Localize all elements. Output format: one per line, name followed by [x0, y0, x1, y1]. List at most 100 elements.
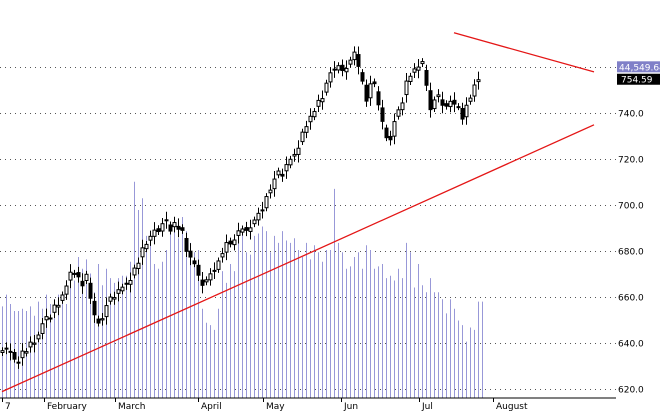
candle-body-down [228, 240, 233, 245]
candle-body-down [156, 228, 161, 233]
candle-body-up [172, 222, 177, 228]
x-label: March [118, 402, 145, 412]
candle-body-up [0, 350, 5, 354]
candle-body-up [436, 94, 441, 98]
candle-body-up [472, 84, 477, 97]
y-tick-label: 720.0 [618, 155, 644, 165]
candle-body-up [392, 121, 397, 137]
candle-body-up [276, 170, 281, 176]
candle-body-up [400, 102, 405, 111]
candle-body-down [168, 224, 173, 232]
candle-body-up [272, 178, 277, 190]
candle-body-up [412, 68, 417, 73]
candle-body-down [440, 99, 445, 106]
candle-body-up [84, 273, 89, 282]
candle-body-down [360, 72, 365, 82]
candle-body-up [292, 153, 297, 157]
candle-body-up [336, 65, 341, 71]
candle-body-up [136, 262, 141, 269]
candle-body-up [124, 282, 129, 285]
candle-body-up [300, 131, 305, 143]
candle-body-up [104, 305, 109, 318]
y-tick-label: 680.0 [618, 247, 644, 257]
candle-body-up [160, 223, 165, 232]
candle-body-up [240, 228, 245, 233]
candle-body-up [304, 126, 309, 133]
candle-body-up [128, 280, 133, 285]
candle-body-up [284, 164, 289, 172]
candle-body-down [384, 127, 389, 139]
y-axis-labels: 620.0 640.0 660.0 680.0 700.0 720.0 740.0 [618, 109, 644, 395]
candle-body-up [100, 318, 105, 321]
candle-body-up [72, 272, 77, 275]
candle-body-up [220, 253, 225, 258]
candle-body-up [204, 279, 209, 283]
trendline-resistance [453, 32, 595, 73]
price-badges: 44,549.64 754.59 [617, 61, 660, 86]
candle-body-down [452, 99, 457, 105]
candle-body-up [44, 316, 49, 321]
candle-body-up [296, 147, 301, 155]
candle-body-down [188, 250, 193, 258]
candle-body-up [148, 235, 153, 241]
candle-body-up [264, 196, 269, 209]
candle-body-up [368, 83, 373, 99]
candle-body-up [164, 219, 169, 222]
current-price-label: 754.59 [621, 76, 653, 86]
candle-body-up [268, 189, 273, 194]
y-tick-label: 700.0 [618, 201, 644, 211]
x-label: August [496, 402, 528, 412]
candle-body-up [328, 72, 333, 83]
candle-body-up [64, 285, 69, 295]
candle-body-down [184, 237, 189, 252]
candle-body-up [108, 296, 113, 302]
candle-body-up [324, 82, 329, 93]
candle-body-up [320, 98, 325, 103]
candle-body-up [316, 99, 321, 107]
candle-body-up [396, 109, 401, 117]
candle-body-down [388, 135, 393, 141]
candle-body-down [8, 350, 13, 353]
candle-body-up [332, 68, 337, 71]
candle-body-up [36, 334, 41, 340]
candle-body-down [196, 264, 201, 276]
current-price-badge [617, 73, 660, 85]
candle-body-down [244, 227, 249, 231]
candle-body-up [432, 99, 437, 110]
candle-body-up [404, 80, 409, 96]
candle-body-up [236, 230, 241, 236]
candle-body-up [232, 239, 237, 246]
x-label: April [201, 402, 222, 412]
y-tick-label: 620.0 [618, 385, 644, 395]
candle-body-up [120, 286, 125, 292]
candle-body-up [132, 267, 137, 276]
candle-body-up [140, 247, 145, 258]
x-label: Jul [421, 402, 433, 412]
candle-body-up [456, 106, 461, 109]
x-label: 7 [5, 402, 11, 412]
candle-body-up [420, 61, 425, 65]
candle-body-up [48, 317, 53, 320]
candle-body-down [376, 91, 381, 106]
candle-body-up [40, 323, 45, 334]
candle-body-up [224, 242, 229, 253]
candle-body-up [212, 269, 217, 272]
candle-body-up [152, 229, 157, 237]
candle-body-up [308, 115, 313, 123]
index-badge-label: 44,549.64 [619, 63, 660, 73]
candle-body-up [56, 304, 61, 308]
candle-body-up [20, 350, 25, 359]
candle-body-up [112, 297, 117, 300]
candle-body-up [116, 289, 121, 294]
candle-body-down [76, 272, 81, 278]
candles [0, 46, 481, 369]
candle-body-up [60, 294, 65, 301]
candle-body-up [216, 260, 221, 270]
candle-body-up [28, 341, 33, 348]
candle-body-up [408, 75, 413, 82]
candle-body-down [460, 108, 465, 120]
candle-body-down [176, 225, 181, 230]
candle-body-up [144, 243, 149, 250]
trendline-support [1, 124, 595, 393]
candle-body-down [340, 64, 345, 72]
